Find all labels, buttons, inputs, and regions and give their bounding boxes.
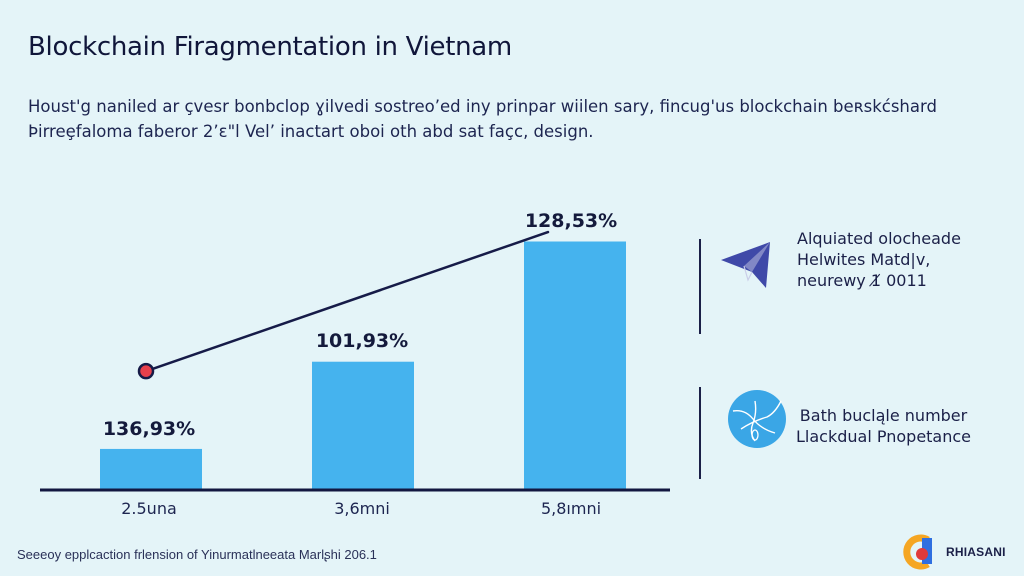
- legend-line: neurewy 1̸ 0011: [797, 271, 927, 290]
- legend-line: Bath bucląle number: [799, 406, 968, 425]
- x-tick-label: 3,6mni: [334, 499, 390, 518]
- brand-mark-icon: [903, 534, 932, 570]
- globe-network-icon: [728, 390, 786, 448]
- bar-value-label: 101,93%: [316, 330, 408, 352]
- legend-item-text: Bath bucląle number Llackdual Pnopetance: [796, 405, 971, 447]
- subtitle-line: Houst'g naniled ar çvesr bonbclop ɣilved…: [28, 97, 937, 116]
- trend-line: [144, 230, 550, 373]
- bar-value-label: 136,93%: [103, 418, 195, 440]
- page-subtitle: Houst'g naniled ar çvesr bonbclop ɣilved…: [28, 94, 988, 144]
- legend-line: Alquiated olocheade: [797, 229, 961, 248]
- legend-divider: [699, 239, 701, 334]
- x-tick-label: 2.5una: [121, 499, 177, 518]
- legend-line: Helwites Matd|v,: [797, 250, 931, 269]
- page-title: Blockchain Firagmentation in Vietnam: [28, 32, 512, 62]
- source-footnote: Seeeoy epplcaction frlension of Yinurmat…: [17, 547, 377, 562]
- brand-logo: RHIASANI: [902, 534, 1006, 570]
- paper-plane-icon: [721, 242, 770, 288]
- brand-name: RHIASANI: [946, 545, 1006, 559]
- trend-start-marker: [137, 362, 155, 380]
- legend-line: Llackdual Pnopetance: [796, 427, 972, 446]
- bar: [524, 241, 626, 489]
- bar-value-label: 128,53%: [525, 210, 617, 232]
- x-tick-label: 5,8ımni: [541, 499, 601, 518]
- bar-chart: 136,93% 101,93% 128,53% 2.5una 3,6mni 5,…: [40, 210, 670, 518]
- legend-divider: [699, 387, 701, 479]
- bar: [100, 448, 202, 489]
- legend-item-text: Alquiated olocheade Helwites Matd|v, neu…: [797, 228, 961, 291]
- bar: [312, 361, 414, 489]
- subtitle-line: Þirreȩfaloma faberor 2ʼε"l Vel’ inactart…: [28, 122, 594, 141]
